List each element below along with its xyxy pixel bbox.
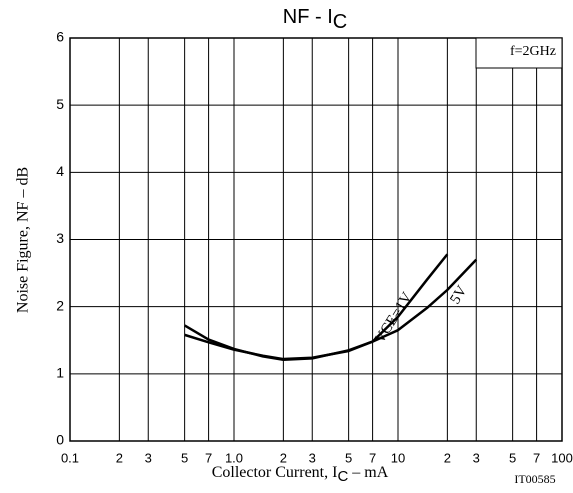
x-tick-label: 1.0 <box>225 450 243 465</box>
chart-title: NF - IC <box>283 6 347 33</box>
y-tick-label: 0 <box>56 432 64 448</box>
x-tick-label: 5 <box>345 450 352 465</box>
y-tick-label: 1 <box>56 365 64 381</box>
annotation: f=2GHz <box>510 44 556 59</box>
y-axis-label: Noise Figure, NF – dB <box>15 167 32 313</box>
x-axis-label: Collector Current, IC – mA <box>212 464 389 485</box>
x-tick-label: 7 <box>205 450 212 465</box>
x-tick-label: 2 <box>116 450 123 465</box>
y-tick-label: 3 <box>56 230 64 246</box>
x-tick-label: 100 <box>551 450 573 465</box>
y-tick-label: 4 <box>56 163 64 179</box>
y-tick-label: 2 <box>56 297 64 313</box>
x-tick-label: 3 <box>473 450 480 465</box>
annotation: IT00585 <box>514 472 555 486</box>
y-tick-label: 6 <box>56 29 64 45</box>
x-tick-label: 10 <box>391 450 405 465</box>
x-tick-label: 3 <box>145 450 152 465</box>
y-tick-label: 5 <box>56 96 64 112</box>
annotation-box <box>475 37 563 69</box>
x-tick-label: 5 <box>509 450 516 465</box>
series-line <box>183 258 478 361</box>
x-tick-label: 3 <box>309 450 316 465</box>
x-tick-label: 2 <box>444 450 451 465</box>
x-tick-label: 7 <box>369 450 376 465</box>
x-tick-label: 2 <box>280 450 287 465</box>
x-tick-label: 5 <box>181 450 188 465</box>
plot-frame <box>69 37 563 442</box>
x-tick-label: 0.1 <box>61 450 79 465</box>
x-tick-label: 7 <box>533 450 540 465</box>
